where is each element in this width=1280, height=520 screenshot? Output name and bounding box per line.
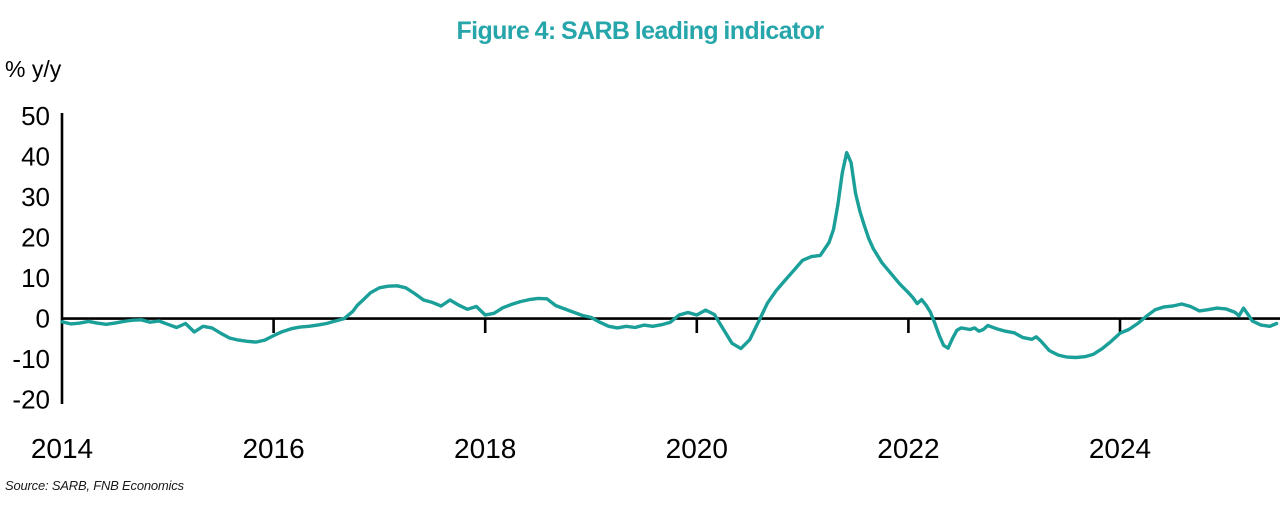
x-tick-label: 2022 — [877, 433, 939, 464]
y-tick-label: 20 — [21, 222, 50, 252]
y-tick-label: 30 — [21, 182, 50, 212]
y-axis-unit-label: % y/y — [5, 56, 62, 82]
y-tick-label: 10 — [21, 263, 50, 293]
indicator-line — [60, 150, 1279, 360]
chart-title: Figure 4: SARB leading indicator — [456, 17, 824, 45]
x-tick-label: 2014 — [31, 433, 93, 464]
y-tick-label: 40 — [21, 141, 50, 171]
x-tick-label: 2020 — [666, 433, 728, 464]
source-note: Source: SARB, FNB Economics — [5, 478, 184, 493]
y-tick-label: -10 — [12, 344, 50, 374]
y-tick-label: -20 — [12, 384, 50, 414]
y-tick-label: 0 — [36, 303, 50, 333]
y-tick-label: 50 — [21, 101, 50, 131]
x-tick-label: 2016 — [242, 433, 304, 464]
x-tick-label: 2024 — [1089, 433, 1151, 464]
x-tick-label: 2018 — [454, 433, 516, 464]
